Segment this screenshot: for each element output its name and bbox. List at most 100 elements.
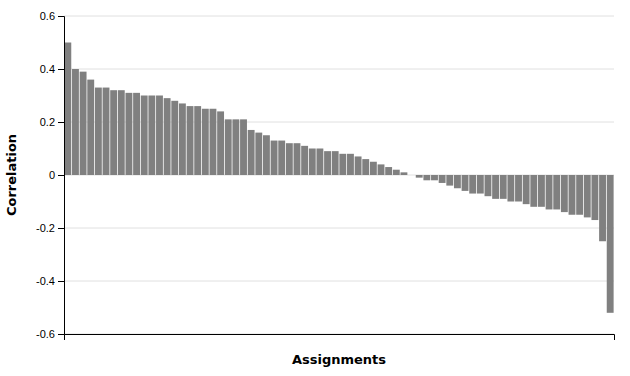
grid-line xyxy=(64,281,614,282)
bar xyxy=(187,106,194,175)
bar xyxy=(87,80,94,175)
y-axis-title: Correlation xyxy=(4,134,19,216)
bar xyxy=(355,156,362,175)
bar xyxy=(576,175,583,215)
bar xyxy=(248,130,255,175)
y-tick-label: 0.4 xyxy=(40,63,55,75)
bar xyxy=(125,93,132,175)
y-tick-label: -0.6 xyxy=(36,328,55,340)
y-tick: 0 xyxy=(49,169,64,181)
bar xyxy=(263,135,270,175)
y-tick-mark xyxy=(58,16,64,17)
y-tick-label: -0.2 xyxy=(36,222,55,234)
bar xyxy=(500,175,507,199)
y-tick-label: 0.6 xyxy=(40,10,55,22)
bar xyxy=(400,172,407,175)
bar xyxy=(423,175,430,180)
bar xyxy=(385,167,392,175)
bar xyxy=(164,98,171,175)
bar xyxy=(110,90,117,175)
bar xyxy=(599,175,606,241)
bar xyxy=(286,143,293,175)
x-axis-title: Assignments xyxy=(292,352,386,367)
y-tick: 0.6 xyxy=(40,10,64,22)
bar xyxy=(408,175,415,176)
bar xyxy=(194,106,201,175)
bar xyxy=(202,109,209,175)
bar xyxy=(492,175,499,199)
bar xyxy=(294,143,301,175)
bar xyxy=(416,175,423,178)
bar xyxy=(553,175,560,209)
bar xyxy=(171,101,178,175)
bar xyxy=(278,141,285,175)
bar xyxy=(515,175,522,202)
bar xyxy=(95,88,102,175)
y-tick-mark xyxy=(58,334,64,335)
bar xyxy=(210,109,217,175)
bar xyxy=(561,175,568,212)
y-axis: -0.6 -0.4 -0.2 0 0.2 0.4 0.6 xyxy=(36,10,64,340)
y-tick: -0.6 xyxy=(36,328,64,340)
bar xyxy=(462,175,469,191)
bar xyxy=(591,175,598,220)
y-tick-label: 0.2 xyxy=(40,116,55,128)
bar xyxy=(332,151,339,175)
bar xyxy=(232,119,239,175)
bar xyxy=(316,149,323,176)
bar xyxy=(271,141,278,175)
bar xyxy=(133,93,140,175)
bar xyxy=(454,175,461,188)
bar xyxy=(179,103,186,175)
bar xyxy=(546,175,553,209)
bar xyxy=(530,175,537,207)
bar xyxy=(507,175,514,202)
grid-line xyxy=(64,228,614,229)
bar xyxy=(148,96,155,176)
bar xyxy=(607,175,614,313)
bar xyxy=(569,175,576,215)
y-tick-label: 0 xyxy=(49,169,55,181)
chart: -0.6 -0.4 -0.2 0 0.2 0.4 0.6 Assignments Correla… xyxy=(0,0,630,376)
bar xyxy=(80,72,87,175)
bar xyxy=(523,175,530,204)
y-tick-mark xyxy=(58,281,64,282)
bar xyxy=(347,154,354,175)
bar xyxy=(217,111,224,175)
bar xyxy=(439,175,446,183)
bar xyxy=(103,88,110,175)
bar xyxy=(469,175,476,194)
bar xyxy=(370,162,377,175)
y-tick-mark xyxy=(58,175,64,176)
y-tick: -0.4 xyxy=(36,275,64,287)
y-tick-label: -0.4 xyxy=(36,275,55,287)
grid-line xyxy=(64,16,614,17)
bar xyxy=(64,43,71,176)
bar xyxy=(324,151,331,175)
y-tick: 0.4 xyxy=(40,63,64,75)
bar xyxy=(538,175,545,207)
bar xyxy=(339,154,346,175)
y-tick: -0.2 xyxy=(36,222,64,234)
bar xyxy=(118,90,125,175)
bar xyxy=(156,96,163,176)
bar xyxy=(431,175,438,180)
bar xyxy=(477,175,484,194)
x-axis-line xyxy=(65,335,615,341)
bar xyxy=(255,133,262,175)
bar xyxy=(446,175,453,186)
bar xyxy=(225,119,232,175)
bar xyxy=(362,159,369,175)
bars xyxy=(64,43,613,313)
bar xyxy=(309,149,316,176)
y-axis-line xyxy=(58,17,65,335)
y-tick-mark xyxy=(58,69,64,70)
bar xyxy=(72,69,79,175)
bar xyxy=(301,146,308,175)
bar xyxy=(393,170,400,175)
bar xyxy=(584,175,591,217)
bar xyxy=(485,175,492,196)
bar xyxy=(378,164,385,175)
bar xyxy=(240,119,247,175)
y-tick: 0.2 xyxy=(40,116,64,128)
